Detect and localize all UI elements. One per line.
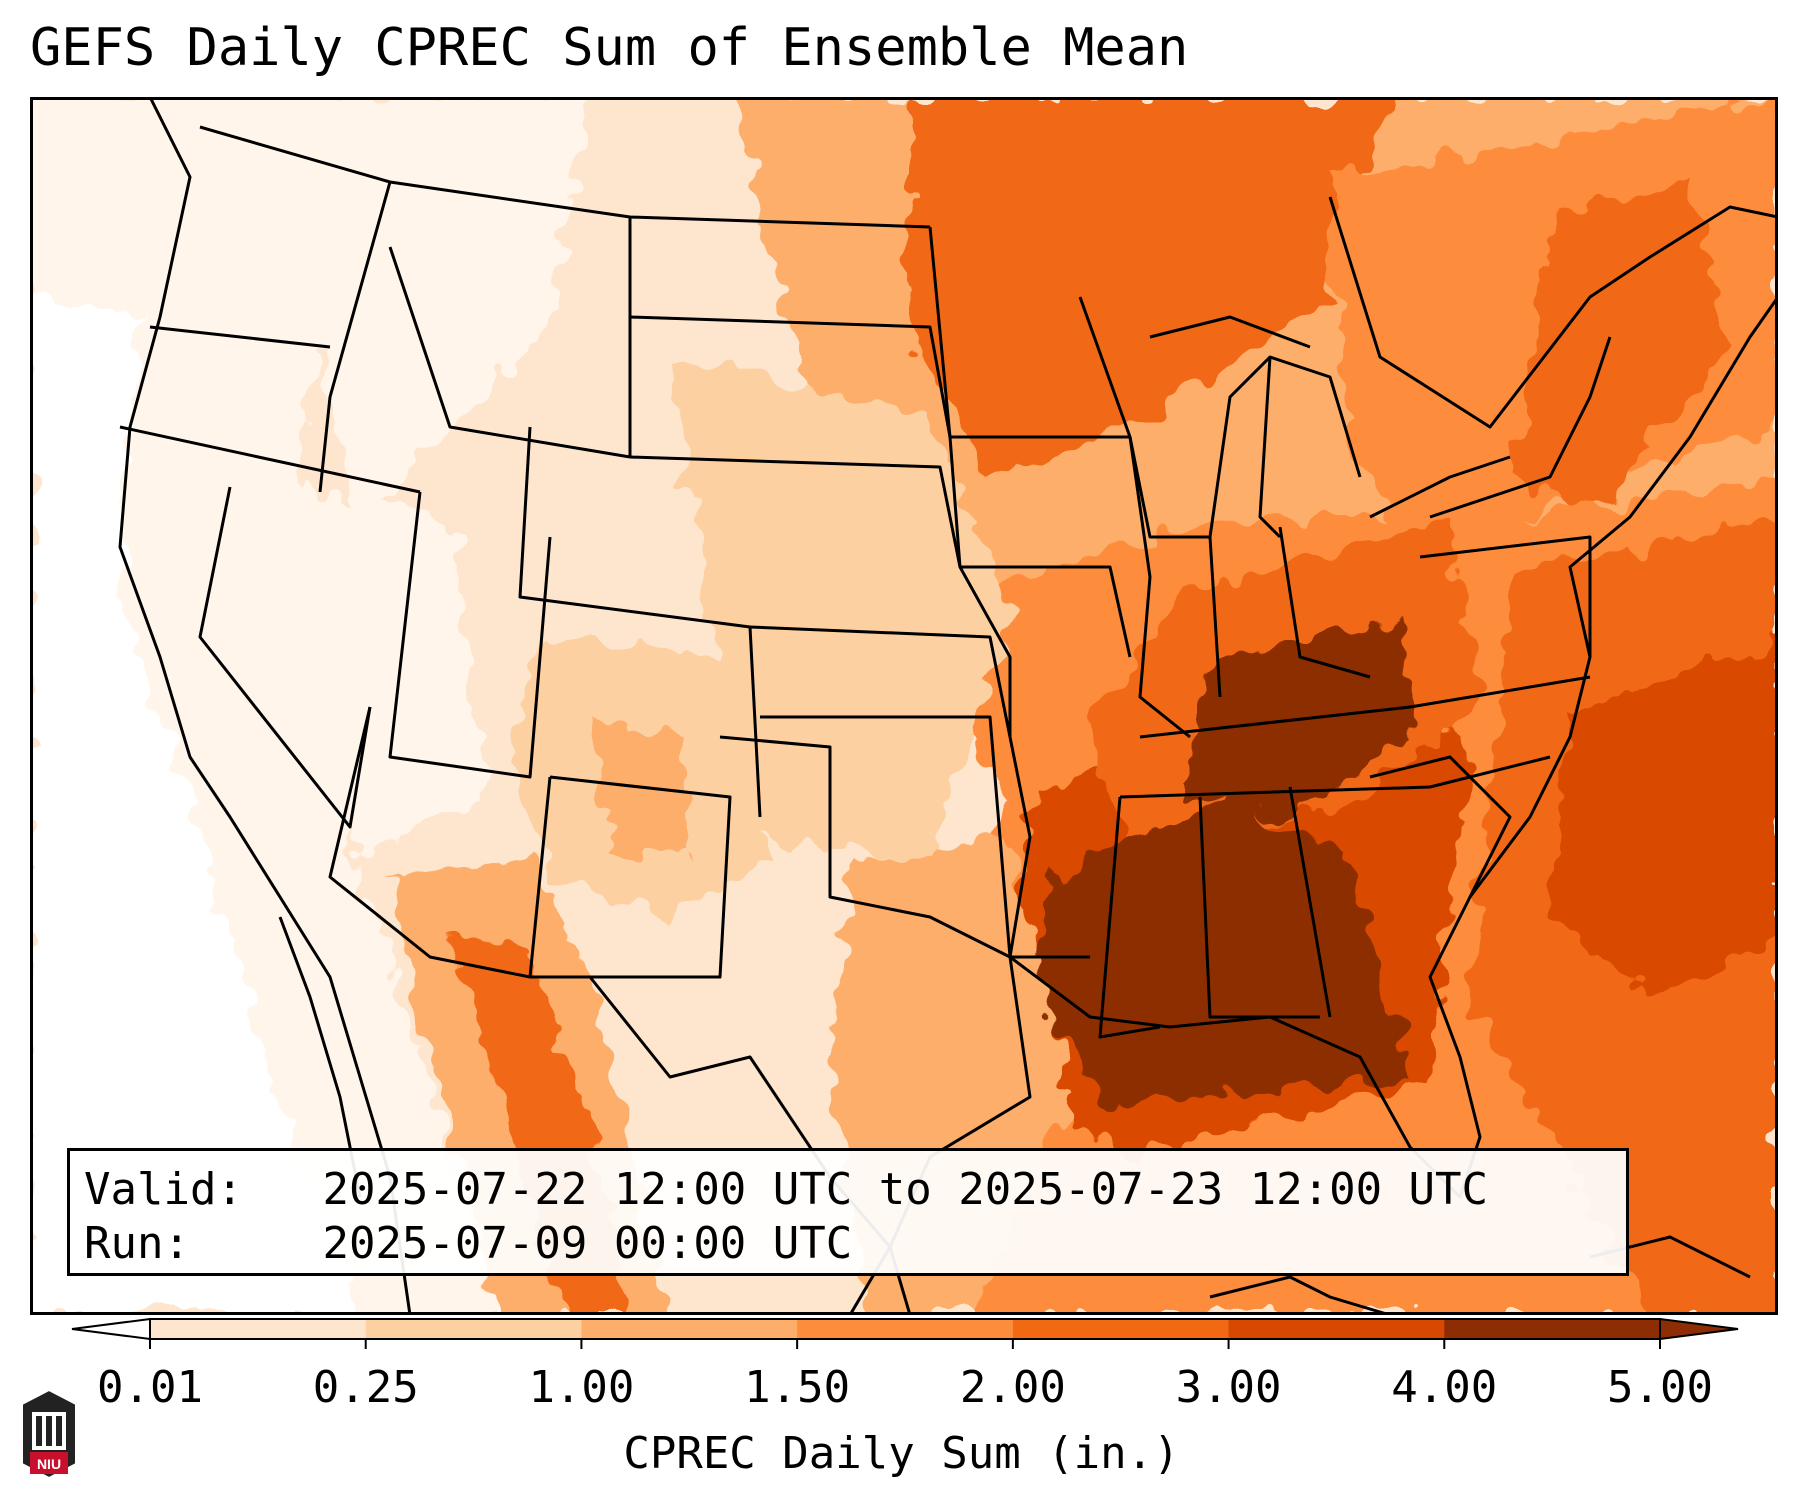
field-north-mid xyxy=(910,97,1390,477)
colorbar xyxy=(71,1317,1739,1349)
colorbar-border xyxy=(149,1318,1661,1340)
colorbar-tick-label: 4.00 xyxy=(1391,1362,1498,1413)
valid-label: Valid: xyxy=(84,1164,243,1215)
colorbar-segment xyxy=(1444,1319,1661,1339)
run-label: Run: xyxy=(84,1218,190,1269)
colorbar-segment xyxy=(797,1319,1014,1339)
map-title: GEFS Daily CPREC Sum of Ensemble Mean xyxy=(30,18,1189,78)
field-new-england xyxy=(1510,177,1730,517)
field-gulf-core xyxy=(1030,797,1410,1107)
colorbar-tick-label: 2.00 xyxy=(959,1362,1066,1413)
niu-logo-text: NIU xyxy=(37,1456,61,1472)
run-value: 2025-07-09 00:00 UTC xyxy=(322,1218,853,1269)
colorbar-segment xyxy=(365,1319,582,1339)
colorbar-segment xyxy=(150,1319,367,1339)
state-borders xyxy=(118,97,1778,1315)
colorbar-over-arrow xyxy=(1659,1317,1739,1341)
colorbar-tick-label: 0.01 xyxy=(97,1362,203,1413)
field-atlantic-core xyxy=(1550,637,1778,997)
colorbar-under-arrow xyxy=(71,1317,151,1341)
field-northwest-light xyxy=(260,97,590,527)
map-border xyxy=(30,97,1778,1315)
colorbar-segment xyxy=(581,1319,798,1339)
colorbar-tick-label: 1.50 xyxy=(744,1362,851,1413)
field-tennessee-core xyxy=(1180,617,1410,817)
colorbar-label: CPREC Daily Sum (in.) xyxy=(623,1428,1180,1479)
colorbar-segment xyxy=(1012,1319,1230,1339)
colorbar-tick-label: 5.00 xyxy=(1607,1362,1713,1413)
colorbar-tick-label: 0.25 xyxy=(312,1362,419,1413)
niu-logo: NIU xyxy=(21,1388,77,1480)
field-pacific-white xyxy=(30,297,360,1315)
colorbar-tick-label: 1.00 xyxy=(528,1362,635,1413)
colorbar-segment xyxy=(1228,1319,1445,1339)
valid-value: 2025-07-22 12:00 UTC to 2025-07-23 12:00… xyxy=(322,1164,1489,1215)
colorbar-tick-label: 3.00 xyxy=(1175,1362,1282,1413)
precipitation-map xyxy=(30,97,1778,1315)
run-row: Run: 2025-07-09 00:00 UTC xyxy=(84,1217,1612,1271)
valid-row: Valid: 2025-07-22 12:00 UTC to 2025-07-2… xyxy=(84,1163,1612,1217)
info-box: Valid: 2025-07-22 12:00 UTC to 2025-07-2… xyxy=(67,1148,1629,1276)
